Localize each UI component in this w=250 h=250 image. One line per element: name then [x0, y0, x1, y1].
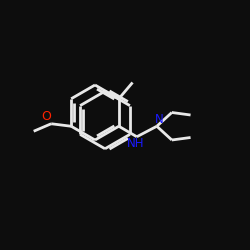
- Text: NH: NH: [127, 137, 144, 150]
- Text: O: O: [42, 110, 51, 123]
- Text: N: N: [154, 113, 163, 126]
